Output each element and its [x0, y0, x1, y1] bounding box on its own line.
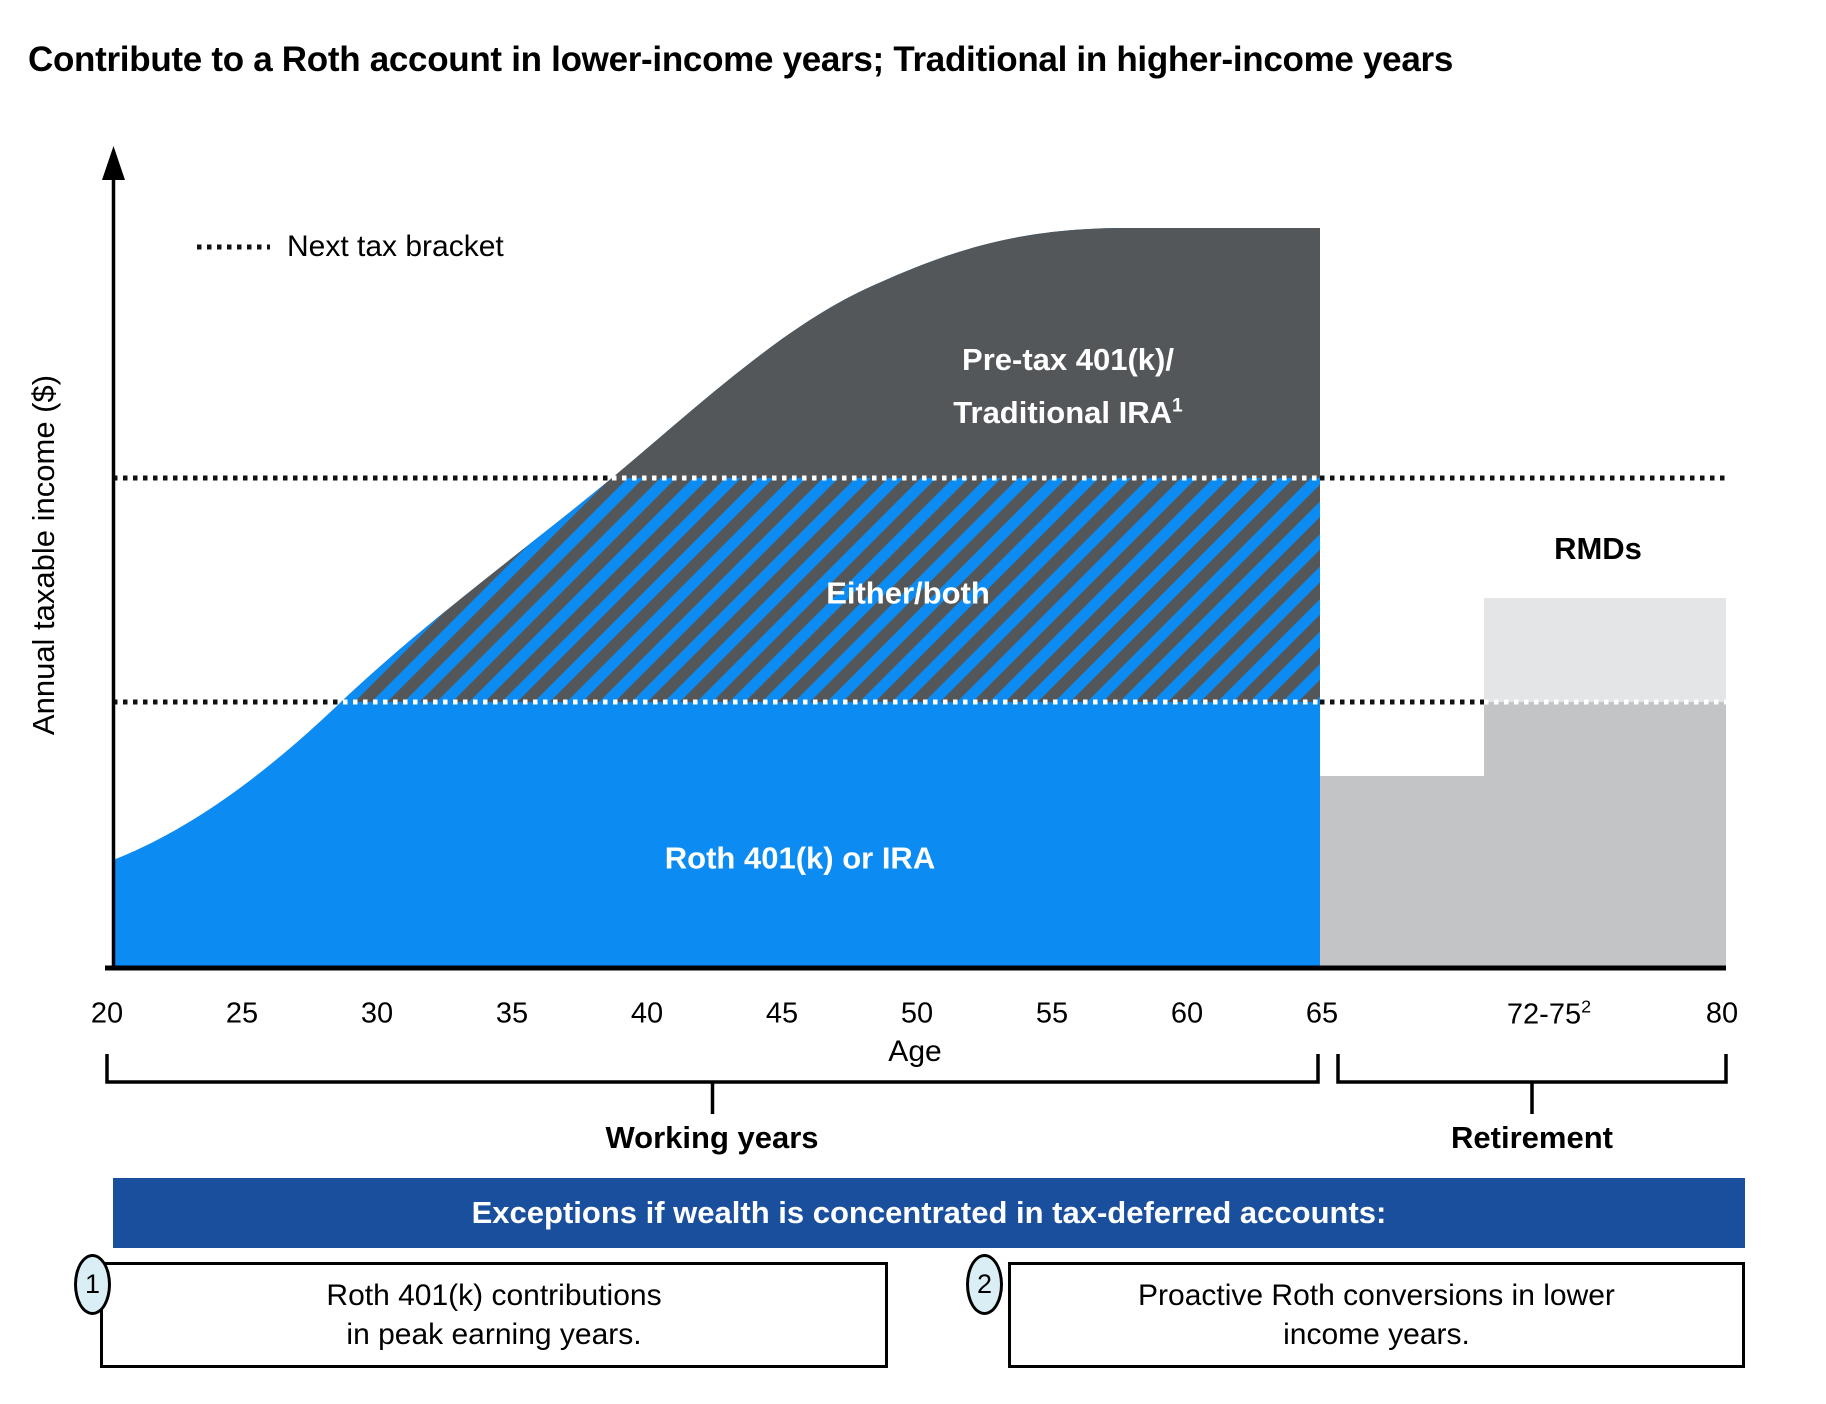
exception-box-1: Roth 401(k) contributions in peak earnin… [100, 1262, 888, 1368]
exception-2-line1: Proactive Roth conversions in lower [1138, 1279, 1615, 1312]
exception-1-line1: Roth 401(k) contributions [326, 1279, 662, 1312]
x-tick-30: 30 [360, 997, 394, 1030]
pretax-line1: Pre-tax 401(k)/ [962, 341, 1174, 377]
x-tick-20: 20 [90, 997, 124, 1030]
exception-1-badge: 1 [74, 1254, 111, 1315]
x-tick-55: 55 [1035, 997, 1069, 1030]
x-tick-65: 65 [1305, 997, 1339, 1030]
x-tick-80: 80 [1705, 997, 1739, 1030]
footnote-1-marker: 1 [1172, 395, 1183, 417]
rmds-label: RMDs [1554, 531, 1642, 566]
region-label-roth: Roth 401(k) or IRA [664, 840, 936, 876]
x-tick-45: 45 [765, 997, 799, 1030]
exception-box-2: Proactive Roth conversions in lower inco… [1008, 1262, 1745, 1368]
footnote-2-marker: 2 [1581, 996, 1592, 1017]
x-tick-50: 50 [900, 997, 934, 1030]
x-tick-35: 35 [495, 997, 529, 1030]
region-label-pretax: Pre-tax 401(k)/ Traditional IRA1 [953, 336, 1182, 436]
either-both-hatch-area [113, 478, 1320, 702]
x-axis-label: Age [888, 1035, 942, 1068]
rmd-bar-72-80-upper [1484, 598, 1726, 702]
rmd-bar-65-72 [1320, 776, 1484, 966]
legend-label: Next tax bracket [287, 230, 504, 263]
y-axis-label: Annual taxable income ($) [26, 374, 61, 736]
exception-2-badge: 2 [966, 1254, 1003, 1315]
chart-title: Contribute to a Roth account in lower-in… [28, 40, 1453, 79]
x-tick-40: 40 [630, 997, 664, 1030]
y-axis-arrow-icon [102, 146, 125, 180]
retirement-bracket [1336, 1054, 1728, 1084]
working-years-label: Working years [605, 1120, 819, 1155]
retirement-label: Retirement [1451, 1120, 1613, 1155]
exceptions-banner: Exceptions if wealth is concentrated in … [113, 1178, 1745, 1248]
rmd-bar-72-80-lower [1484, 702, 1726, 966]
working-years-bracket [105, 1054, 1320, 1084]
pretax-line2: Traditional IRA1 [953, 395, 1183, 431]
x-tick-25: 25 [225, 997, 259, 1030]
exception-2-line2: income years. [1283, 1318, 1470, 1351]
region-label-either-both: Either/both [826, 575, 990, 611]
x-tick-72-75: 72-752 [1506, 996, 1592, 1031]
x-tick-60: 60 [1170, 997, 1204, 1030]
exception-1-line2: in peak earning years. [346, 1318, 642, 1351]
